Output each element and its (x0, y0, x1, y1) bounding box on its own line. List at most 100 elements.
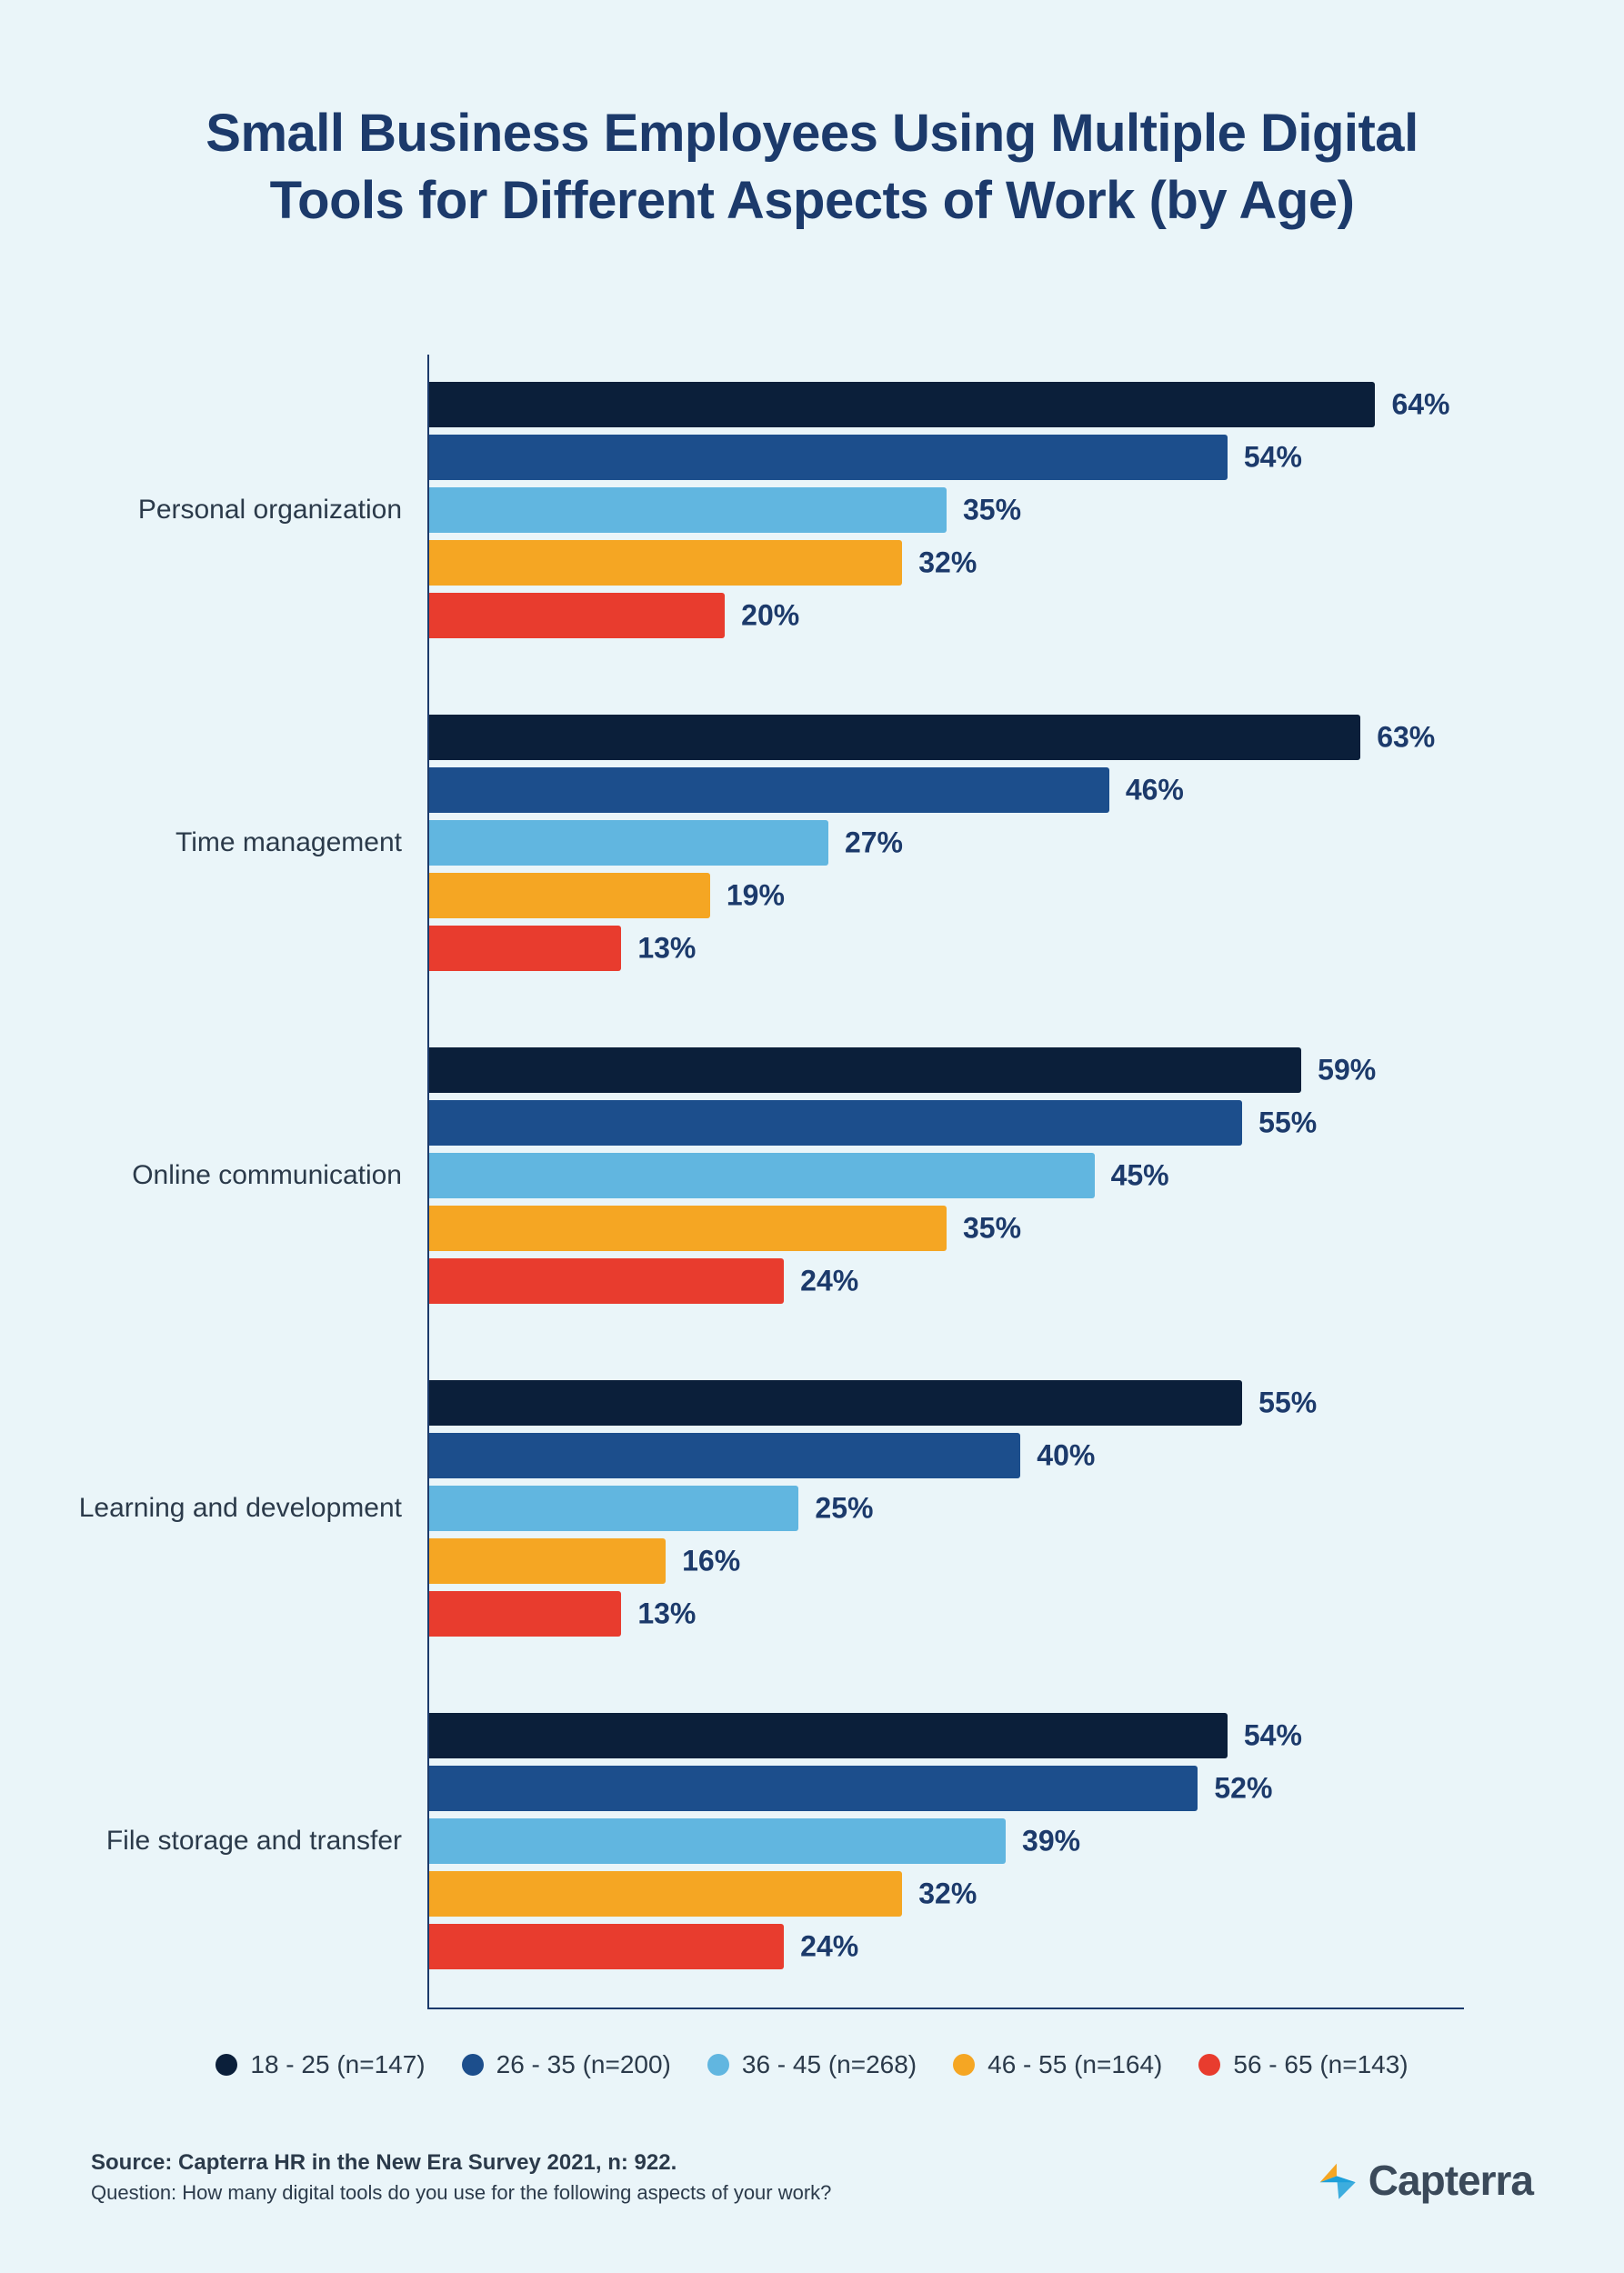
bar-row: 20% (429, 593, 725, 638)
footer-question: Question: How many digital tools do you … (91, 2181, 831, 2205)
legend-item: 56 - 65 (n=143) (1198, 2050, 1408, 2079)
bar-value-label: 27% (828, 826, 903, 860)
category-label: Personal organization (29, 495, 429, 526)
legend-item: 26 - 35 (n=200) (462, 2050, 671, 2079)
bar (429, 1153, 1095, 1198)
bar-chart: Personal organization64%54%35%32%20%Time… (427, 355, 1464, 2009)
bar (429, 1433, 1020, 1478)
bar-value-label: 24% (784, 1265, 858, 1298)
capterra-icon (1316, 2159, 1358, 2201)
legend-item: 46 - 55 (n=164) (953, 2050, 1162, 2079)
legend-swatch (707, 2054, 729, 2076)
bar-row: 39% (429, 1818, 1006, 1864)
bar-value-label: 40% (1020, 1439, 1095, 1473)
bar-row: 55% (429, 1100, 1242, 1146)
bar-value-label: 55% (1242, 1106, 1317, 1140)
bar (429, 820, 828, 866)
bar-value-label: 13% (621, 932, 696, 966)
bar-row: 64% (429, 382, 1375, 427)
bar-row: 25% (429, 1486, 798, 1531)
bar-value-label: 35% (947, 1212, 1021, 1246)
bar-value-label: 13% (621, 1597, 696, 1631)
chart-legend: 18 - 25 (n=147) 26 - 35 (n=200) 36 - 45 (n… (0, 2050, 1624, 2082)
bar (429, 1538, 666, 1584)
bar-value-label: 54% (1228, 1719, 1302, 1753)
bar (429, 540, 902, 586)
bar (429, 767, 1109, 813)
bar-row: 24% (429, 1258, 784, 1304)
legend-swatch (462, 2054, 484, 2076)
chart-title-line2: Tools for Different Aspects of Work (by … (109, 167, 1515, 235)
bar-value-label: 20% (725, 599, 799, 633)
brand-name: Capterra (1368, 2156, 1533, 2205)
bar-value-label: 24% (784, 1930, 858, 1964)
bar-value-label: 35% (947, 494, 1021, 527)
chart-title: Small Business Employees Using Multiple … (0, 0, 1624, 235)
bar-row: 54% (429, 435, 1228, 480)
bar-value-label: 59% (1301, 1054, 1376, 1087)
bar-value-label: 25% (798, 1492, 873, 1526)
category-label: Online communication (29, 1160, 429, 1191)
chart-footer: Source: Capterra HR in the New Era Surve… (91, 2150, 1533, 2205)
footer-source: Source: Capterra HR in the New Era Surve… (91, 2150, 831, 2176)
bar-row: 45% (429, 1153, 1095, 1198)
bar-row: 19% (429, 873, 710, 918)
bar-value-label: 45% (1095, 1159, 1169, 1193)
bar (429, 1100, 1242, 1146)
legend-item: 18 - 25 (n=147) (216, 2050, 425, 2079)
bar-row: 35% (429, 1206, 947, 1251)
bar (429, 487, 947, 533)
category-group: File storage and transfer54%52%39%32%24% (429, 1713, 1464, 1969)
bar (429, 1206, 947, 1251)
bar (429, 435, 1228, 480)
legend-swatch (953, 2054, 975, 2076)
bar-row: 40% (429, 1433, 1020, 1478)
bar-row: 24% (429, 1924, 784, 1969)
bar (429, 593, 725, 638)
bar (429, 1486, 798, 1531)
bar (429, 1380, 1242, 1426)
legend-label: 18 - 25 (n=147) (250, 2050, 425, 2079)
category-label: Time management (29, 827, 429, 858)
category-group: Time management63%46%27%19%13% (429, 715, 1464, 971)
bar-row: 27% (429, 820, 828, 866)
bar (429, 1258, 784, 1304)
bar-row: 32% (429, 1871, 902, 1917)
bar (429, 1924, 784, 1969)
bar-value-label: 64% (1375, 388, 1449, 422)
bar (429, 1766, 1198, 1811)
bar (429, 926, 621, 971)
bar-row: 52% (429, 1766, 1198, 1811)
bar (429, 1591, 621, 1637)
bar-value-label: 32% (902, 1877, 977, 1911)
bar (429, 1871, 902, 1917)
category-label: Learning and development (29, 1493, 429, 1524)
legend-label: 36 - 45 (n=268) (742, 2050, 917, 2079)
bar (429, 1713, 1228, 1758)
bar-row: 32% (429, 540, 902, 586)
bar-row: 13% (429, 926, 621, 971)
bar-row: 46% (429, 767, 1109, 813)
legend-label: 46 - 55 (n=164) (987, 2050, 1162, 2079)
bar-row: 13% (429, 1591, 621, 1637)
bar-row: 16% (429, 1538, 666, 1584)
category-group: Learning and development55%40%25%16%13% (429, 1380, 1464, 1637)
bar-value-label: 32% (902, 546, 977, 580)
bar-row: 59% (429, 1047, 1301, 1093)
bar-row: 63% (429, 715, 1360, 760)
chart-title-line1: Small Business Employees Using Multiple … (109, 100, 1515, 167)
category-group: Personal organization64%54%35%32%20% (429, 382, 1464, 638)
bar-value-label: 55% (1242, 1387, 1317, 1420)
bar-value-label: 54% (1228, 441, 1302, 475)
legend-label: 26 - 35 (n=200) (496, 2050, 671, 2079)
bar-value-label: 52% (1198, 1772, 1272, 1806)
bar (429, 873, 710, 918)
brand-logo: Capterra (1316, 2156, 1533, 2205)
bar (429, 715, 1360, 760)
bar-value-label: 16% (666, 1545, 740, 1578)
bar (429, 382, 1375, 427)
bar-row: 35% (429, 487, 947, 533)
legend-item: 36 - 45 (n=268) (707, 2050, 917, 2079)
legend-swatch (216, 2054, 237, 2076)
bar-row: 55% (429, 1380, 1242, 1426)
